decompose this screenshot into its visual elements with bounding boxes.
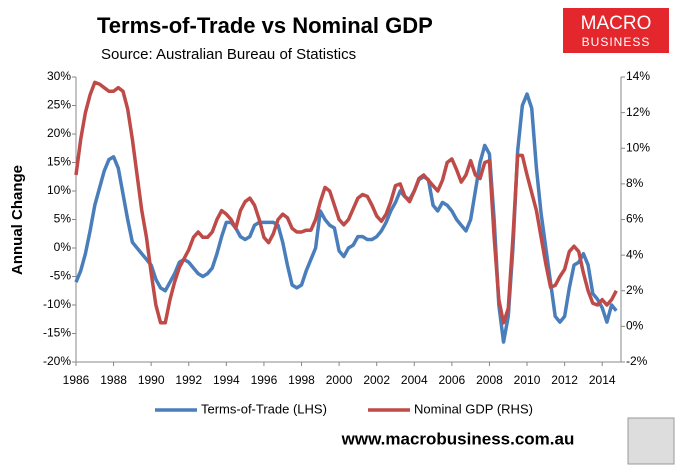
y2-tick-label: 10%: [626, 140, 650, 154]
y2-tick-label: 14%: [626, 69, 650, 83]
logo-text: MACRO: [581, 13, 652, 34]
y-tick-label: 25%: [47, 98, 71, 112]
x-tick-label: 2008: [476, 373, 503, 387]
x-tick-label: 2000: [326, 373, 353, 387]
x-tick-label: 1992: [175, 373, 202, 387]
y2-tick-label: 8%: [626, 176, 644, 190]
x-tick-label: 2006: [439, 373, 466, 387]
logo-box: [563, 8, 669, 53]
y-tick-label: 15%: [47, 155, 71, 169]
y2-tick-label: 2%: [626, 283, 644, 297]
y-tick-label: -10%: [43, 297, 71, 311]
x-tick-label: 1996: [251, 373, 278, 387]
y-tick-label: -5%: [50, 269, 72, 283]
data-line: [74, 80, 618, 325]
y-tick-label: 20%: [47, 126, 71, 140]
y-axis-label: Annual Change: [9, 165, 26, 275]
y2-tick-label: 0%: [626, 319, 644, 333]
y-tick-label: 5%: [54, 212, 72, 226]
y2-tick-label: 4%: [626, 247, 644, 261]
website: www.macrobusiness.com.au: [341, 429, 575, 448]
logo-text: BUSINESS: [582, 35, 651, 49]
y-tick-label: 10%: [47, 183, 71, 197]
data-line: [74, 92, 618, 344]
x-tick-label: 2004: [401, 373, 428, 387]
y-tick-label: -15%: [43, 326, 71, 340]
x-tick-label: 1994: [213, 373, 240, 387]
x-tick-label: 1998: [288, 373, 315, 387]
x-tick-label: 2014: [589, 373, 616, 387]
y2-tick-label: -2%: [626, 354, 648, 368]
y-tick-label: 0%: [54, 240, 72, 254]
x-tick-label: 2002: [363, 373, 390, 387]
x-tick-label: 2012: [551, 373, 578, 387]
x-tick-label: 1988: [100, 373, 127, 387]
legend-label: Nominal GDP (RHS): [414, 401, 533, 416]
chart-title: Terms-of-Trade vs Nominal GDP: [97, 13, 433, 38]
y-tick-label: -20%: [43, 354, 71, 368]
y2-tick-label: 12%: [626, 105, 650, 119]
x-tick-label: 2010: [514, 373, 541, 387]
fox-image: [627, 417, 675, 465]
legend-label: Terms-of-Trade (LHS): [201, 401, 327, 416]
y2-tick-label: 6%: [626, 212, 644, 226]
x-tick-label: 1986: [63, 373, 90, 387]
y-tick-label: 30%: [47, 69, 71, 83]
x-tick-label: 1990: [138, 373, 165, 387]
chart-subtitle: Source: Australian Bureau of Statistics: [101, 46, 356, 63]
